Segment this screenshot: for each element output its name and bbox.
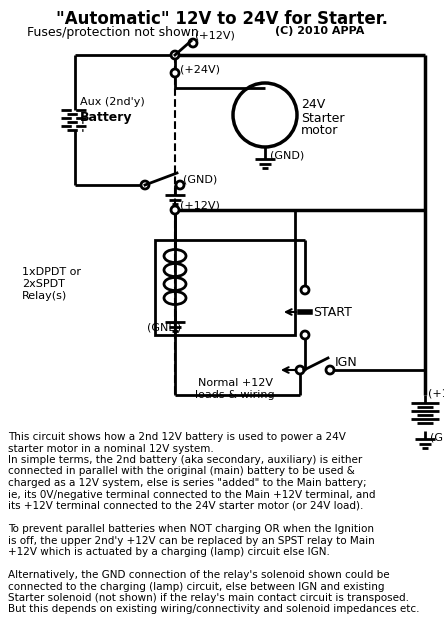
Text: But this depends on existing wiring/connectivity and solenoid impedances etc.: But this depends on existing wiring/conn… [8,604,420,615]
Text: loads & wiring: loads & wiring [195,390,275,400]
Text: (+12V): (+12V) [180,201,220,211]
Circle shape [296,366,304,374]
Text: (GND): (GND) [430,432,444,442]
Text: To prevent parallel batteries when NOT charging OR when the Ignition: To prevent parallel batteries when NOT c… [8,524,374,534]
Text: "Automatic" 12V to 24V for Starter.: "Automatic" 12V to 24V for Starter. [56,10,388,28]
Text: In simple terms, the 2nd battery (aka secondary, auxiliary) is either: In simple terms, the 2nd battery (aka se… [8,455,362,465]
Text: 1xDPDT or: 1xDPDT or [22,267,81,277]
Circle shape [189,39,197,47]
Text: Starter: Starter [301,111,345,125]
Text: Normal +12V: Normal +12V [198,378,273,388]
Circle shape [326,366,334,374]
Text: is off, the upper 2nd'y +12V can be replaced by an SPST relay to Main: is off, the upper 2nd'y +12V can be repl… [8,535,375,546]
Text: Aux (2nd'y): Aux (2nd'y) [80,97,145,107]
Text: (GND): (GND) [147,323,181,333]
Text: motor: motor [301,123,338,137]
Text: (GND): (GND) [270,150,304,160]
Circle shape [301,286,309,294]
Circle shape [171,51,179,59]
Text: (GND): (GND) [183,175,217,185]
Text: IGN: IGN [335,355,358,369]
Text: Alternatively, the GND connection of the relay's solenoid shown could be: Alternatively, the GND connection of the… [8,570,390,580]
Text: Fuses/protection not shown.: Fuses/protection not shown. [27,26,203,39]
Text: START: START [313,305,352,318]
Text: Battery: Battery [80,111,132,125]
Text: This circuit shows how a 2nd 12V battery is used to power a 24V: This circuit shows how a 2nd 12V battery… [8,432,346,442]
Circle shape [141,181,149,189]
Text: (C) 2010 APPA: (C) 2010 APPA [275,26,365,36]
Text: Relay(s): Relay(s) [22,291,67,301]
Text: (+24V): (+24V) [180,64,220,74]
Text: its +12V terminal connected to the 24V starter motor (or 24V load).: its +12V terminal connected to the 24V s… [8,501,363,511]
Circle shape [171,69,179,77]
Text: +12V which is actuated by a charging (lamp) circuit else IGN.: +12V which is actuated by a charging (la… [8,547,330,557]
Circle shape [171,206,179,214]
Text: connected in parallel with the original (main) battery to be used &: connected in parallel with the original … [8,466,355,477]
Text: (+12V): (+12V) [195,30,235,40]
Text: Starter solenoid (not shown) if the relay's main contact circuit is transposed.: Starter solenoid (not shown) if the rela… [8,593,409,603]
Text: Main (Orig): Main (Orig) [443,403,444,413]
Text: starter motor in a nominal 12V system.: starter motor in a nominal 12V system. [8,443,214,454]
Text: (+12V): (+12V) [428,388,444,398]
Text: 2xSPDT: 2xSPDT [22,279,65,289]
Circle shape [176,181,184,189]
Text: ie, its 0V/negative terminal connected to the Main +12V terminal, and: ie, its 0V/negative terminal connected t… [8,489,376,500]
Text: Battery: Battery [443,413,444,426]
Text: connected to the charging (lamp) circuit, else between IGN and existing: connected to the charging (lamp) circuit… [8,581,385,592]
Circle shape [301,331,309,339]
Text: charged as a 12V system, else is series "added" to the Main battery;: charged as a 12V system, else is series … [8,478,367,488]
Text: 24V: 24V [301,98,325,111]
